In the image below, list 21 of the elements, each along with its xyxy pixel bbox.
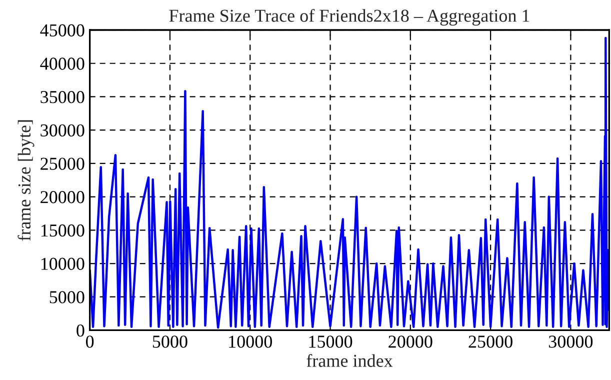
x-tick-label: 30000 <box>548 336 593 348</box>
y-tick-label: 35000 <box>40 90 84 104</box>
y-tick-label: 45000 <box>40 24 84 36</box>
y-tick-label: 10000 <box>41 258 84 270</box>
y-tick-label: 20000 <box>40 191 84 204</box>
y-tick-label: 5000 <box>50 291 84 304</box>
x-tick-label: 25000 <box>468 336 512 348</box>
x-tick-label: 15000 <box>309 336 352 348</box>
y-tick-label: 40000 <box>40 58 84 70</box>
x-tick-label: 10000 <box>229 336 272 348</box>
y-tick-label: 0 <box>76 324 84 337</box>
x-axis-title: frame index <box>306 354 393 367</box>
x-tick-label: 5000 <box>152 336 188 348</box>
y-tick-label: 15000 <box>41 224 84 237</box>
y-tick-label: 30000 <box>40 124 84 137</box>
y-axis-title: frame size [byte] <box>18 120 34 241</box>
x-tick-label: 20000 <box>388 336 432 348</box>
chart-title: Frame Size Trace of Friends2x18 – Aggregation 1 <box>169 8 530 26</box>
x-tick-label: 0 <box>86 336 94 348</box>
y-tick-label: 25000 <box>40 158 84 170</box>
line-series <box>90 36 610 329</box>
